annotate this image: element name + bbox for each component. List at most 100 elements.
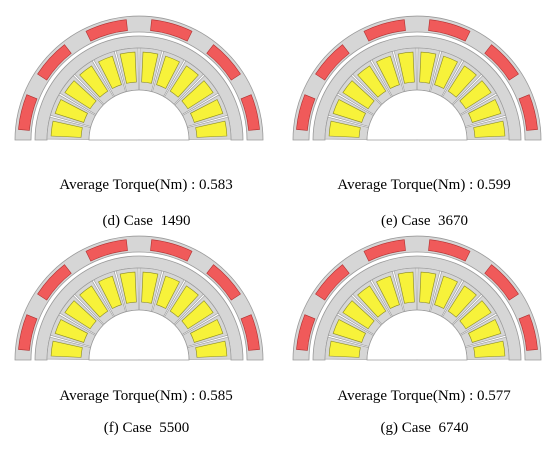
coil-winding (195, 340, 228, 358)
case-number: 5500 (159, 420, 190, 436)
coil-winding (98, 55, 122, 89)
coil-winding (141, 271, 159, 304)
coil-winding (434, 55, 458, 89)
case-tag: (g) (380, 420, 399, 436)
coil-winding (447, 65, 477, 98)
case-tag: (d) (102, 213, 121, 229)
permanent-magnet (315, 264, 350, 301)
outer-housing (14, 15, 264, 141)
coil-winding (141, 51, 159, 84)
coil-winding (397, 271, 415, 304)
permanent-magnet (37, 264, 72, 301)
coil-winding (195, 120, 228, 138)
permanent-magnet (518, 94, 538, 131)
coil-winding (332, 99, 366, 123)
outer-housing (14, 235, 264, 361)
torque-value: 0.583 (199, 177, 233, 193)
coil-winding (79, 65, 109, 98)
permanent-magnet (428, 239, 471, 262)
permanent-magnet (363, 239, 406, 262)
coil-winding (169, 65, 199, 98)
panel-case-d: Average Torque(Nm) : 0.583 (d) Case 1490 (0, 0, 278, 229)
permanent-magnet (428, 19, 471, 42)
coil-winding (190, 319, 224, 343)
torque-label: Average Torque(Nm) (337, 177, 466, 193)
motor-cross-section-diagram (14, 235, 264, 361)
coil-winding (64, 300, 97, 330)
panel-case-g: Average Torque(Nm) : 0.577 (g) Case 6740 (278, 220, 556, 440)
coil-winding (357, 285, 387, 318)
panel-case-f: Average Torque(Nm) : 0.585 (f) Case 5500 (0, 220, 278, 440)
coil-winding (328, 120, 361, 138)
permanent-magnet (484, 44, 519, 81)
coil-winding (473, 340, 506, 358)
case-tag: (f) (103, 420, 119, 436)
coil-winding (397, 51, 415, 84)
rotor-bore (366, 89, 468, 141)
motor-cross-section-diagram (292, 235, 542, 361)
case-caption: (g) Case 6740 (278, 403, 556, 454)
rotor-bore (88, 309, 190, 361)
coil-winding (468, 99, 502, 123)
coil-winding (434, 275, 458, 309)
panel-case-e: Average Torque(Nm) : 0.599 (e) Case 3670 (278, 0, 556, 229)
permanent-magnet (206, 44, 241, 81)
case-caption: (d) Case 1490 (0, 196, 278, 247)
permanent-magnet (18, 94, 38, 131)
coil-winding (119, 51, 137, 84)
torque-value: 0.577 (477, 388, 511, 404)
coil-winding (328, 340, 361, 358)
coil-winding (459, 300, 492, 330)
permanent-magnet (150, 19, 193, 42)
outer-housing (292, 15, 542, 141)
coil-winding (50, 120, 83, 138)
case-word: Case (401, 213, 431, 229)
case-word: Case (123, 213, 153, 229)
coil-winding (447, 285, 477, 318)
coil-winding (64, 80, 97, 110)
coil-winding (169, 285, 199, 318)
motor-cross-section-diagram (14, 15, 264, 141)
torque-label: Average Torque(Nm) (59, 388, 188, 404)
coil-winding (98, 275, 122, 309)
average-torque-caption: Average Torque(Nm) : 0.599 (337, 177, 511, 193)
permanent-magnet (296, 94, 316, 131)
torque-value: 0.585 (199, 388, 233, 404)
case-number: 1490 (160, 213, 191, 229)
case-tag: (e) (380, 213, 398, 229)
case-number: 6740 (438, 420, 469, 436)
coil-winding (357, 65, 387, 98)
coil-winding (119, 271, 137, 304)
coil-winding (54, 99, 88, 123)
coil-winding (419, 271, 437, 304)
coil-winding (459, 80, 492, 110)
average-torque-caption: Average Torque(Nm) : 0.583 (59, 177, 233, 193)
permanent-magnet (484, 264, 519, 301)
coil-winding (342, 300, 375, 330)
coil-winding (156, 275, 180, 309)
motor-cross-section-diagram (292, 15, 542, 141)
rotor-bore (88, 89, 190, 141)
average-torque-caption: Average Torque(Nm) : 0.585 (59, 388, 233, 404)
coil-winding (342, 80, 375, 110)
coil-winding (376, 275, 400, 309)
coil-winding (419, 51, 437, 84)
outer-housing (292, 235, 542, 361)
coil-winding (181, 300, 214, 330)
case-caption: (e) Case 3670 (278, 196, 556, 247)
coil-winding (54, 319, 88, 343)
case-word: Case (401, 420, 431, 436)
coil-winding (156, 55, 180, 89)
permanent-magnet (150, 239, 193, 262)
average-torque-caption: Average Torque(Nm) : 0.577 (337, 388, 511, 404)
permanent-magnet (18, 314, 38, 351)
coil-winding (190, 99, 224, 123)
coil-winding (79, 285, 109, 318)
coil-winding (181, 80, 214, 110)
torque-label: Average Torque(Nm) (59, 177, 188, 193)
torque-value: 0.599 (477, 177, 511, 193)
permanent-magnet (315, 44, 350, 81)
case-word: Case (122, 420, 152, 436)
permanent-magnet (296, 314, 316, 351)
rotor-bore (366, 309, 468, 361)
